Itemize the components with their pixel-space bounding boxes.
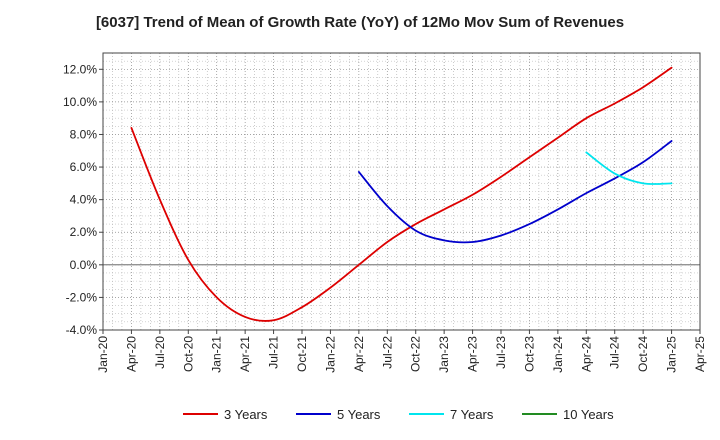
x-tick-label: Jul-24 xyxy=(608,336,622,369)
y-tick-label: 10.0% xyxy=(63,95,97,109)
x-tick-label: Apr-25 xyxy=(693,336,707,372)
x-tick-label: Jan-20 xyxy=(96,336,110,373)
series-line-3-years xyxy=(130,66,673,322)
series-line-5-years xyxy=(357,140,673,244)
y-tick-label: 4.0% xyxy=(70,193,98,207)
chart-title: [6037] Trend of Mean of Growth Rate (YoY… xyxy=(95,14,625,31)
y-tick-label: 2.0% xyxy=(70,225,98,239)
x-tick-label: Apr-22 xyxy=(352,336,366,372)
y-tick-label: -4.0% xyxy=(66,323,98,337)
x-tick-label: Jul-21 xyxy=(267,336,281,369)
x-tick-label: Jan-22 xyxy=(323,336,337,373)
y-tick-label: 8.0% xyxy=(70,127,98,141)
series-line-7-years xyxy=(585,151,673,185)
x-tick-label: Jul-22 xyxy=(380,336,394,369)
x-tick-label: Oct-22 xyxy=(409,336,423,372)
x-tick-label: Oct-24 xyxy=(636,336,650,372)
x-tick-label: Apr-23 xyxy=(466,336,480,372)
legend-label-3-years: 3 Years xyxy=(224,407,268,422)
legend-label-10-years: 10 Years xyxy=(563,407,614,422)
y-tick-label: 0.0% xyxy=(70,258,98,272)
x-tick-label: Apr-24 xyxy=(579,336,593,372)
x-tick-label: Jul-23 xyxy=(494,336,508,369)
plot-frame xyxy=(102,52,701,331)
x-tick-label: Jan-25 xyxy=(665,336,679,373)
y-tick-label: 12.0% xyxy=(63,62,97,76)
x-tick-label: Jan-23 xyxy=(437,336,451,373)
x-tick-label: Apr-21 xyxy=(238,336,252,372)
y-tick-label: 6.0% xyxy=(70,160,98,174)
x-tick-label: Apr-20 xyxy=(124,336,138,372)
x-tick-label: Oct-23 xyxy=(522,336,536,372)
x-tick-label: Oct-20 xyxy=(181,336,195,372)
legend-label-7-years: 7 Years xyxy=(450,407,494,422)
x-tick-label: Oct-21 xyxy=(295,336,309,372)
x-tick-label: Jan-21 xyxy=(210,336,224,373)
x-tick-label: Jan-24 xyxy=(551,336,565,373)
legend-label-5-years: 5 Years xyxy=(337,407,381,422)
y-tick-label: -2.0% xyxy=(66,290,98,304)
x-tick-label: Jul-20 xyxy=(153,336,167,369)
